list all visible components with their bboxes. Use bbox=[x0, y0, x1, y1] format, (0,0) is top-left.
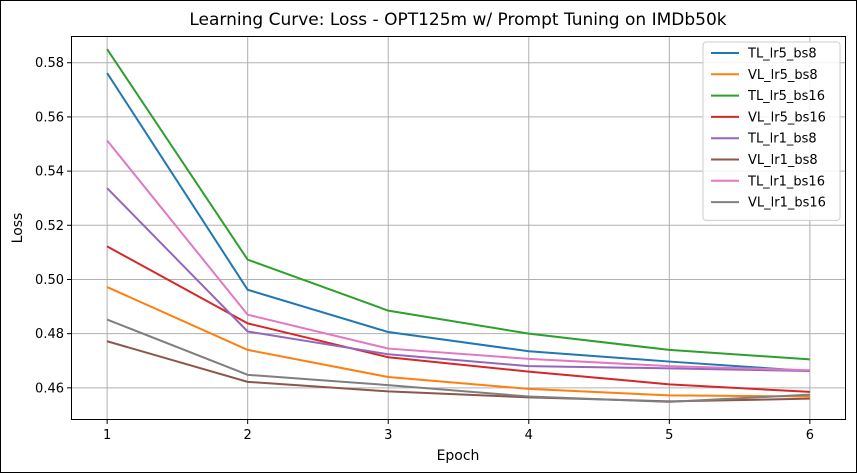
legend-label: VL_lr5_bs8 bbox=[748, 68, 818, 83]
series-line-VL_lr5_bs8 bbox=[106, 286, 810, 398]
series-line-VL_lr5_bs16 bbox=[106, 245, 810, 393]
chart-title: Learning Curve: Loss - OPT125m w/ Prompt… bbox=[189, 10, 726, 30]
legend-label: TL_lr1_bs16 bbox=[747, 174, 825, 189]
x-axis-label: Epoch bbox=[437, 448, 480, 464]
series-lines bbox=[106, 48, 810, 403]
plot-area bbox=[71, 36, 846, 420]
legend-label: TL_lr5_bs8 bbox=[747, 47, 817, 62]
y-tick-label: 0.58 bbox=[35, 56, 64, 71]
series-line-VL_lr1_bs16 bbox=[106, 318, 810, 403]
legend: TL_lr5_bs8 VL_lr5_bs8 TL_lr5_bs16 VL_lr5_bs… bbox=[702, 41, 841, 221]
y-tick-label: 0.48 bbox=[35, 327, 64, 342]
x-tick-label: 3 bbox=[384, 428, 392, 443]
y-axis-label: Loss bbox=[10, 213, 26, 244]
series-line-TL_lr5_bs16 bbox=[106, 48, 810, 361]
y-tick-label: 0.52 bbox=[35, 219, 64, 234]
y-tick-label: 0.54 bbox=[35, 165, 64, 180]
legend-label: VL_lr5_bs16 bbox=[748, 110, 826, 125]
series-line-TL_lr1_bs16 bbox=[106, 139, 810, 372]
y-axis: 0.46 0.48 0.50 0.52 0.54 0.56 0.58 bbox=[35, 56, 72, 396]
y-tick-label: 0.50 bbox=[35, 273, 64, 288]
legend-label: VL_lr1_bs16 bbox=[748, 196, 826, 211]
legend-label: VL_lr1_bs8 bbox=[748, 153, 818, 168]
x-axis: 1 2 3 4 5 6 bbox=[103, 419, 814, 443]
x-tick-label: 5 bbox=[665, 428, 673, 443]
x-tick-label: 6 bbox=[806, 428, 814, 443]
series-line-TL_lr1_bs8 bbox=[106, 187, 810, 373]
legend-label: TL_lr1_bs8 bbox=[747, 132, 817, 147]
x-tick-label: 1 bbox=[103, 428, 111, 443]
x-tick-label: 4 bbox=[525, 428, 533, 443]
y-tick-label: 0.46 bbox=[35, 381, 64, 396]
legend-box bbox=[702, 41, 841, 221]
x-tick-label: 2 bbox=[244, 428, 252, 443]
series-line-TL_lr5_bs8 bbox=[106, 72, 810, 373]
legend-label: TL_lr5_bs16 bbox=[747, 89, 825, 104]
y-tick-label: 0.56 bbox=[35, 110, 64, 125]
